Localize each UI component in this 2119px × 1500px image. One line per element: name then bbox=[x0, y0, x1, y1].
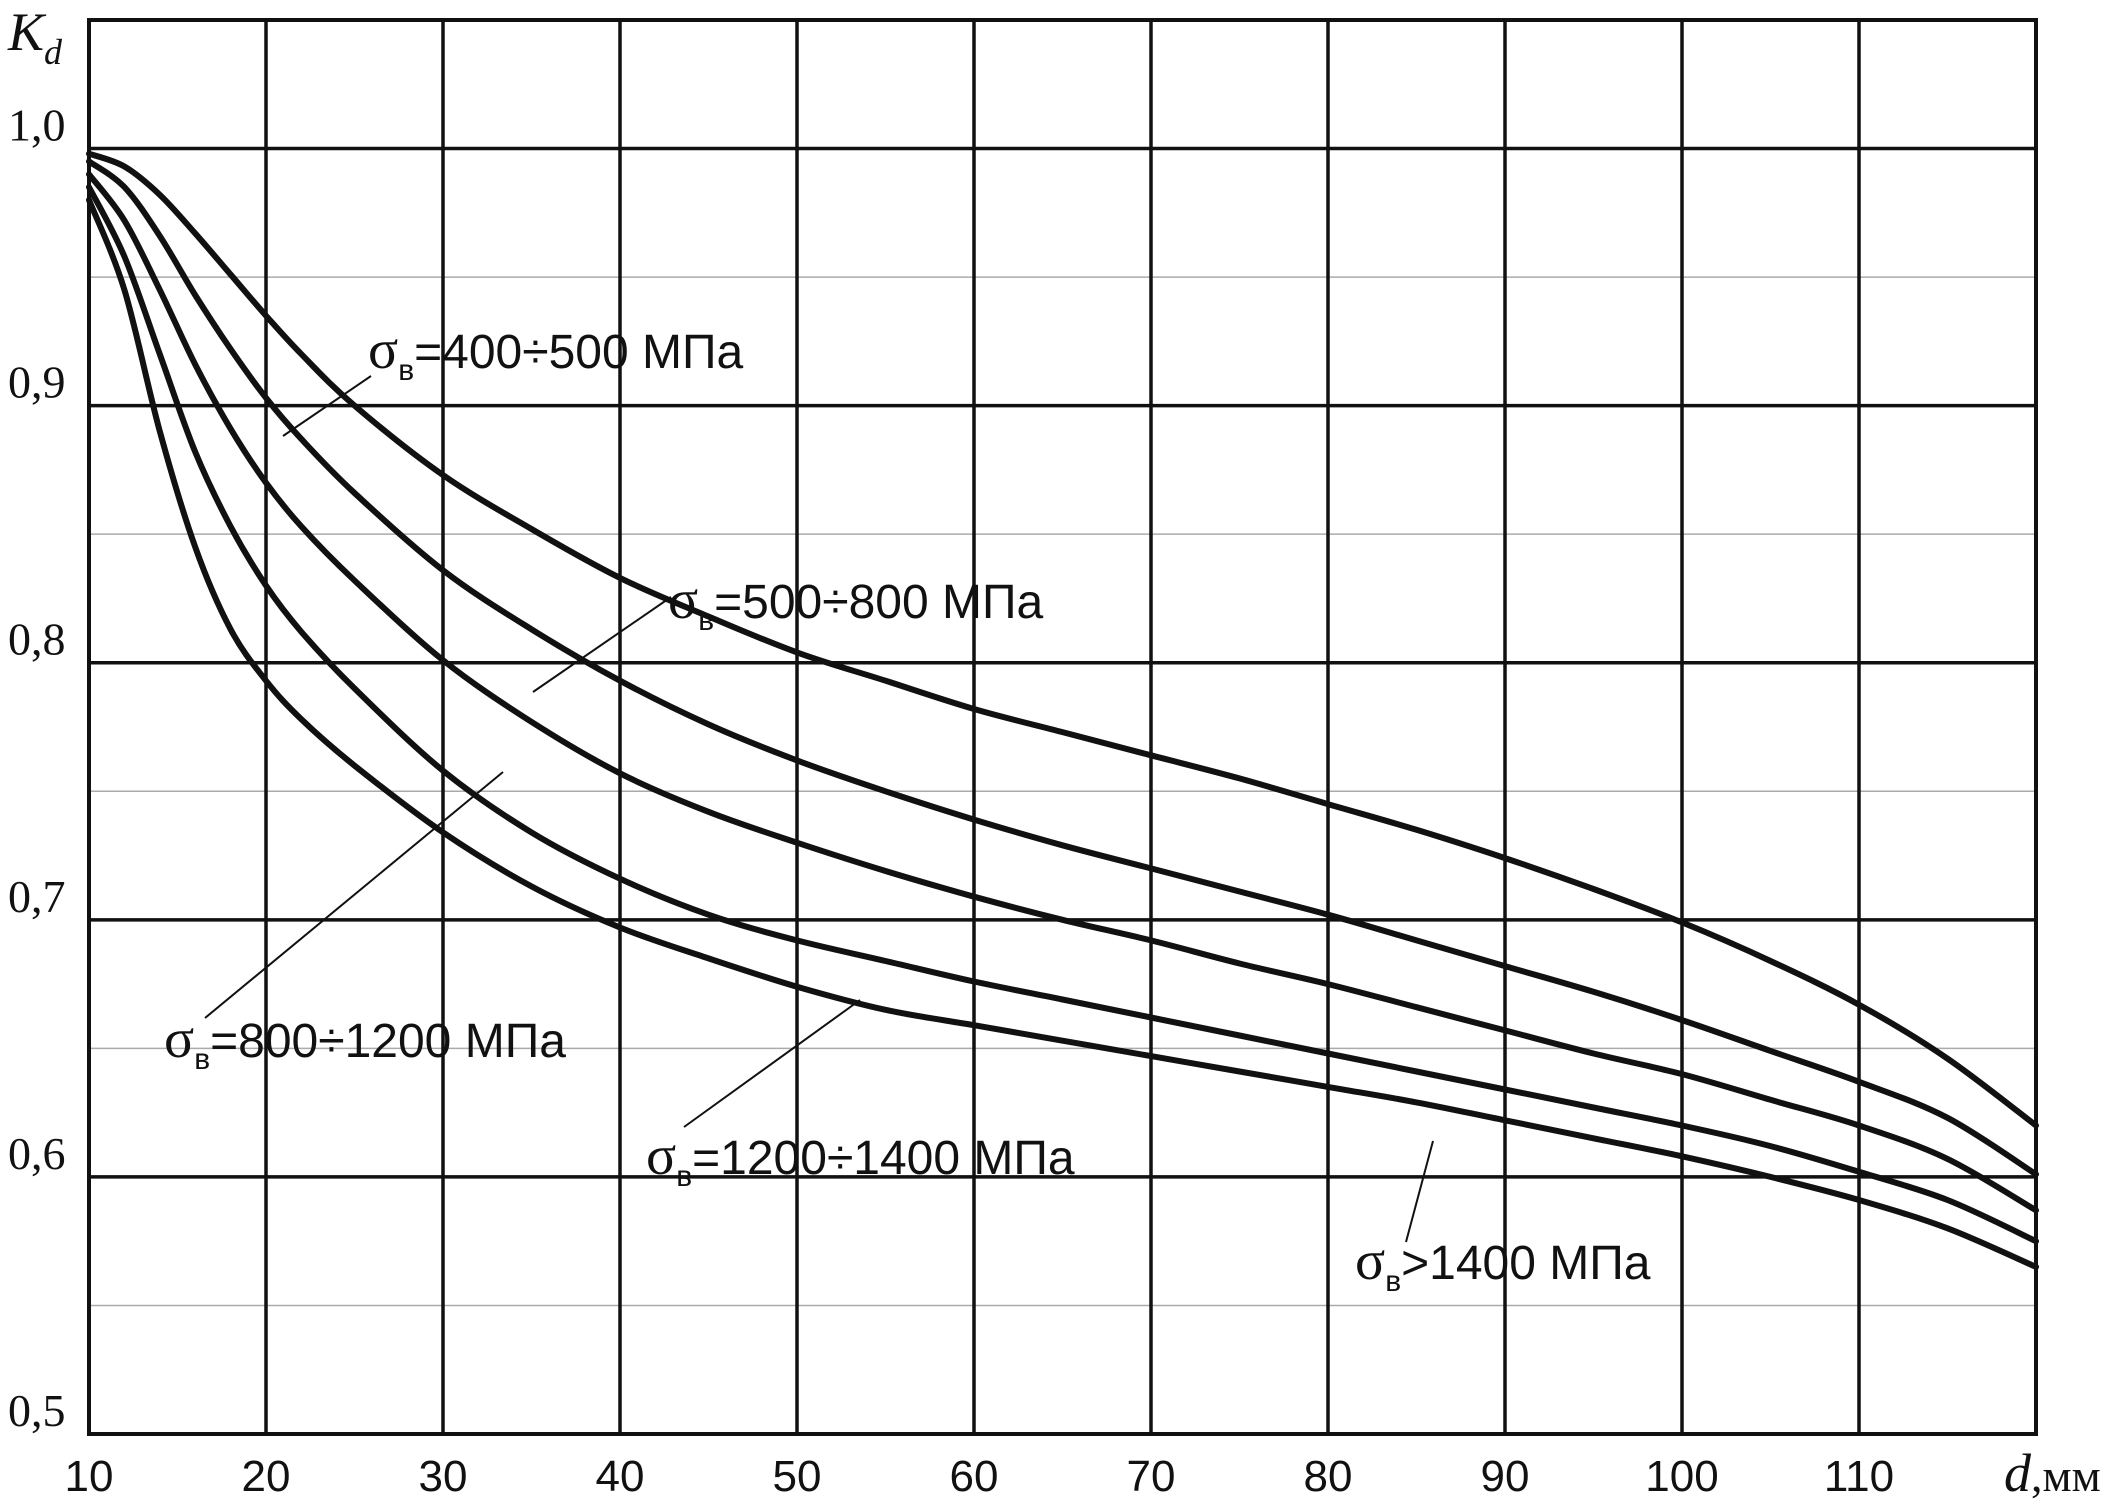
x-tick-label: 30 bbox=[419, 1452, 468, 1500]
y-tick-label: 0,9 bbox=[8, 357, 66, 408]
y-tick-label: 0,7 bbox=[8, 871, 66, 922]
y-tick-label: 0,6 bbox=[8, 1128, 66, 1179]
label-leader-2 bbox=[204, 771, 504, 1019]
series-line-2 bbox=[86, 171, 2039, 1214]
series-line-4 bbox=[86, 197, 2039, 1270]
y-tick-label: 0,8 bbox=[8, 614, 66, 665]
x-tick-label: 90 bbox=[1481, 1452, 1530, 1500]
curve-label-800-1200: σв=800÷1200 МПа bbox=[164, 1008, 566, 1076]
x-tick-label: 110 bbox=[1824, 1452, 1894, 1500]
x-tick-labels: 10 20 30 40 50 60 70 80 90 100 110 bbox=[65, 1452, 1895, 1500]
series-line-0 bbox=[86, 150, 2039, 1129]
curve-label-500-800: σв=500÷800 МПа bbox=[668, 569, 1043, 637]
minor-grid bbox=[89, 276, 2036, 1307]
x-tick-label: 100 bbox=[1645, 1452, 1718, 1500]
curve-label-400-500: σв=400÷500 МПа bbox=[368, 319, 743, 387]
label-leader-3 bbox=[683, 999, 861, 1128]
label-leader-4 bbox=[1405, 1140, 1434, 1243]
x-tick-label: 20 bbox=[242, 1452, 291, 1500]
x-axis-title: d,мм bbox=[2004, 1443, 2101, 1500]
label-leader-1 bbox=[532, 596, 672, 693]
label-leader-0 bbox=[282, 375, 372, 437]
y-tick-labels: 0,5 0,6 0,7 0,8 0,9 1,0 bbox=[8, 100, 66, 1436]
x-tick-label: 60 bbox=[950, 1452, 999, 1500]
series-line-1 bbox=[86, 158, 2039, 1178]
series-line-3 bbox=[86, 184, 2039, 1245]
y-tick-label: 1,0 bbox=[8, 100, 66, 151]
y-axis-title: Kd bbox=[7, 2, 63, 72]
x-tick-label: 50 bbox=[773, 1452, 822, 1500]
major-grid bbox=[89, 20, 2036, 1434]
x-tick-label: 40 bbox=[596, 1452, 645, 1500]
label-leaders bbox=[204, 375, 1434, 1243]
curves bbox=[86, 150, 2039, 1270]
x-tick-label: 10 bbox=[65, 1452, 114, 1500]
curve-label-1200-1400: σв=1200÷1400 МПа bbox=[646, 1125, 1075, 1193]
plot-frame bbox=[87, 18, 2038, 1436]
y-tick-label: 0,5 bbox=[8, 1385, 66, 1436]
curve-label-over-1400: σв>1400 МПа bbox=[1355, 1230, 1651, 1298]
x-tick-label: 70 bbox=[1127, 1452, 1176, 1500]
plot-border bbox=[87, 18, 2038, 1436]
x-tick-label: 80 bbox=[1304, 1452, 1353, 1500]
